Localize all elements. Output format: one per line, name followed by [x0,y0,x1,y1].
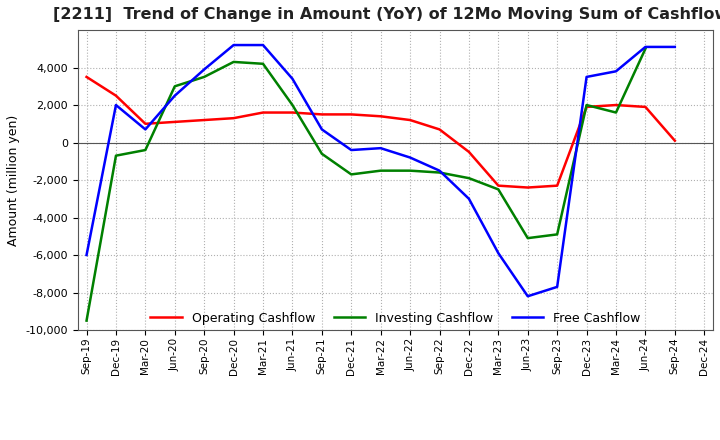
Operating Cashflow [494,183,503,188]
Investing Cashflow [377,168,385,173]
Operating Cashflow [377,114,385,119]
Operating Cashflow [523,185,532,190]
Free Cashflow [318,127,326,132]
Operating Cashflow [582,104,591,110]
Investing Cashflow [582,103,591,108]
Free Cashflow [670,44,679,50]
Title: [2211]  Trend of Change in Amount (YoY) of 12Mo Moving Sum of Cashflows: [2211] Trend of Change in Amount (YoY) o… [53,7,720,22]
Free Cashflow [82,253,91,258]
Free Cashflow [112,103,120,108]
Operating Cashflow [82,74,91,80]
Investing Cashflow [435,170,444,175]
Operating Cashflow [641,104,649,110]
Operating Cashflow [318,112,326,117]
Free Cashflow [171,93,179,98]
Legend: Operating Cashflow, Investing Cashflow, Free Cashflow: Operating Cashflow, Investing Cashflow, … [145,307,645,330]
Operating Cashflow [612,103,621,108]
Operating Cashflow [670,138,679,143]
Operating Cashflow [141,121,150,126]
Line: Investing Cashflow: Investing Cashflow [86,49,645,321]
Investing Cashflow [494,187,503,192]
Free Cashflow [258,42,267,48]
Operating Cashflow [112,93,120,98]
Operating Cashflow [435,127,444,132]
Investing Cashflow [523,235,532,241]
Investing Cashflow [82,318,91,323]
Operating Cashflow [229,116,238,121]
Line: Free Cashflow: Free Cashflow [86,45,675,296]
Free Cashflow [582,74,591,80]
Free Cashflow [464,196,473,202]
Operating Cashflow [347,112,356,117]
Free Cashflow [494,250,503,256]
Free Cashflow [377,146,385,151]
Investing Cashflow [641,46,649,51]
Investing Cashflow [171,84,179,89]
Operating Cashflow [258,110,267,115]
Y-axis label: Amount (million yen): Amount (million yen) [7,114,20,246]
Free Cashflow [523,293,532,299]
Free Cashflow [406,155,415,160]
Investing Cashflow [318,151,326,157]
Free Cashflow [641,44,649,50]
Operating Cashflow [200,117,209,123]
Free Cashflow [553,284,562,290]
Free Cashflow [229,42,238,48]
Investing Cashflow [288,103,297,108]
Free Cashflow [141,127,150,132]
Operating Cashflow [171,119,179,125]
Operating Cashflow [406,117,415,123]
Free Cashflow [347,147,356,153]
Investing Cashflow [406,168,415,173]
Investing Cashflow [200,74,209,80]
Investing Cashflow [347,172,356,177]
Operating Cashflow [464,149,473,154]
Investing Cashflow [112,153,120,158]
Investing Cashflow [612,110,621,115]
Free Cashflow [435,168,444,173]
Investing Cashflow [229,59,238,65]
Operating Cashflow [288,110,297,115]
Free Cashflow [200,67,209,72]
Free Cashflow [288,76,297,81]
Line: Operating Cashflow: Operating Cashflow [86,77,675,187]
Free Cashflow [612,69,621,74]
Investing Cashflow [141,147,150,153]
Investing Cashflow [464,176,473,181]
Investing Cashflow [258,61,267,66]
Operating Cashflow [553,183,562,188]
Investing Cashflow [553,232,562,237]
